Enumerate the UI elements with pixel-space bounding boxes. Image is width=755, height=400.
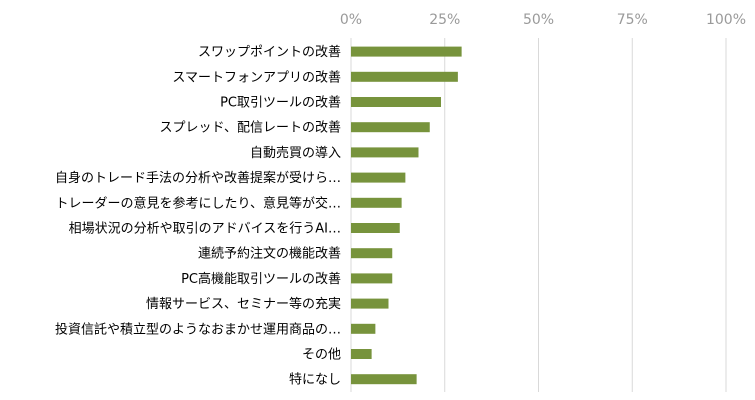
category-label: 情報サービス、セミナー等の充実 [146,296,341,312]
x-axis-ticks: 0% 25% 50% 75% 100% [340,12,746,28]
category-label: スマートフォンアプリの改善 [172,69,341,85]
bar [351,223,400,233]
category-label: スワップポイントの改善 [198,44,341,60]
category-label: 連続予約注文の機能改善 [198,246,341,262]
bar [351,273,393,284]
category-label: 特になし [289,373,341,388]
bars [351,46,462,385]
bar [351,122,430,133]
bar [351,349,372,359]
x-tick-label: 25% [429,12,460,28]
bar [351,172,406,183]
bar [351,323,376,334]
category-label: 相場状況の分析や取引のアドバイスを行うAI… [69,222,341,237]
category-label: PC取引ツールの改善 [220,95,341,111]
grid-lines [350,38,727,392]
category-label: 自身のトレード手法の分析や改善提案が受けら… [55,170,341,186]
x-tick-label: 100% [706,12,746,28]
bar [351,248,393,259]
x-tick-label: 50% [523,12,554,28]
category-label: 自動売買の導入 [250,145,341,161]
x-tick-label: 0% [340,12,362,28]
bar [351,298,389,309]
category-label: 投資信託や積立型のようなおまかせ運用商品の… [55,321,341,337]
category-label: その他 [302,348,341,363]
bar [351,374,417,385]
category-label: スプレッド、配信レートの改善 [160,120,341,136]
bar [351,46,462,57]
x-tick-label: 75% [617,12,648,28]
bar [351,71,458,82]
category-label: トレーダーの意見を参考にしたり、意見等が交… [56,195,341,211]
bar [351,147,419,158]
bar [351,97,441,107]
category-label: PC高機能取引ツールの改善 [181,271,341,287]
bar [351,197,402,208]
